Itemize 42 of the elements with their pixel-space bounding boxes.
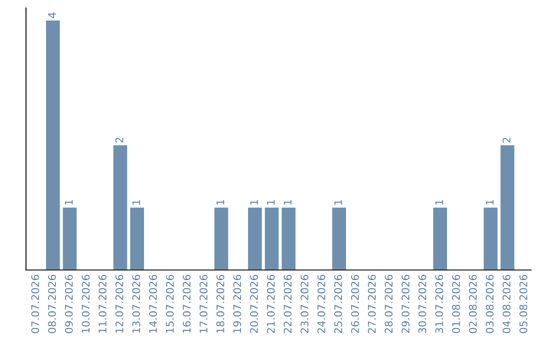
data-label: 1 (132, 200, 140, 205)
x-tick-label: 10.07.2026 (82, 274, 90, 333)
x-tick-label: 30.07.2026 (418, 274, 426, 334)
x-tick-label: 27.07.2026 (368, 274, 376, 334)
data-label: 1 (486, 200, 494, 205)
x-tick-label: 26.07.2026 (351, 274, 359, 334)
x-tick-label: 12.07.2026 (115, 274, 124, 333)
x-tick-label: 19.07.2026 (233, 274, 242, 333)
x-tick-label: 17.07.2026 (200, 274, 208, 333)
x-tick-label: 04.08.2026 (502, 274, 510, 334)
x-tick-label: 11.07.2026 (98, 274, 106, 333)
x-tick-label: 22.07.2026 (284, 274, 292, 334)
data-label: 2 (115, 138, 124, 143)
data-label: 1 (267, 200, 275, 205)
x-tick-label: 18.07.2026 (216, 274, 224, 333)
data-label: 1 (435, 200, 443, 205)
x-tick-label: 28.07.2026 (384, 274, 393, 334)
data-label: 1 (216, 200, 224, 205)
x-tick-label: 21.07.2026 (266, 274, 275, 334)
data-label: 1 (65, 200, 73, 205)
x-tick-label: 24.07.2026 (317, 274, 326, 334)
x-tick-label: 07.07.2026 (31, 274, 40, 334)
data-label: 1 (334, 200, 342, 205)
x-tick-label: 31.07.2026 (435, 274, 444, 334)
data-label: 4 (48, 12, 56, 18)
x-tick-label: 23.07.2026 (300, 274, 308, 334)
x-tick-label: 01.08.2026 (452, 274, 460, 334)
x-tick-label: 15.07.2026 (166, 274, 174, 333)
x-tick-label: 03.08.2026 (486, 274, 494, 334)
x-tick-label: 13.07.2026 (132, 274, 140, 333)
x-tick-label: 08.07.2026 (48, 274, 56, 334)
x-tick-label: 02.08.2026 (468, 274, 477, 334)
x-tick-label: 09.07.2026 (64, 274, 73, 334)
x-tick-label: 05.08.2026 (519, 274, 528, 334)
x-tick-label: 20.07.2026 (250, 274, 258, 334)
data-label: 1 (284, 200, 292, 205)
data-label: 1 (250, 200, 258, 205)
x-tick-label: 16.07.2026 (182, 274, 191, 333)
x-tick-label: 25.07.2026 (334, 274, 342, 334)
x-tick-label: 14.07.2026 (149, 274, 157, 333)
data-label: 2 (502, 138, 510, 143)
x-tick-label: 29.07.2026 (402, 274, 410, 334)
